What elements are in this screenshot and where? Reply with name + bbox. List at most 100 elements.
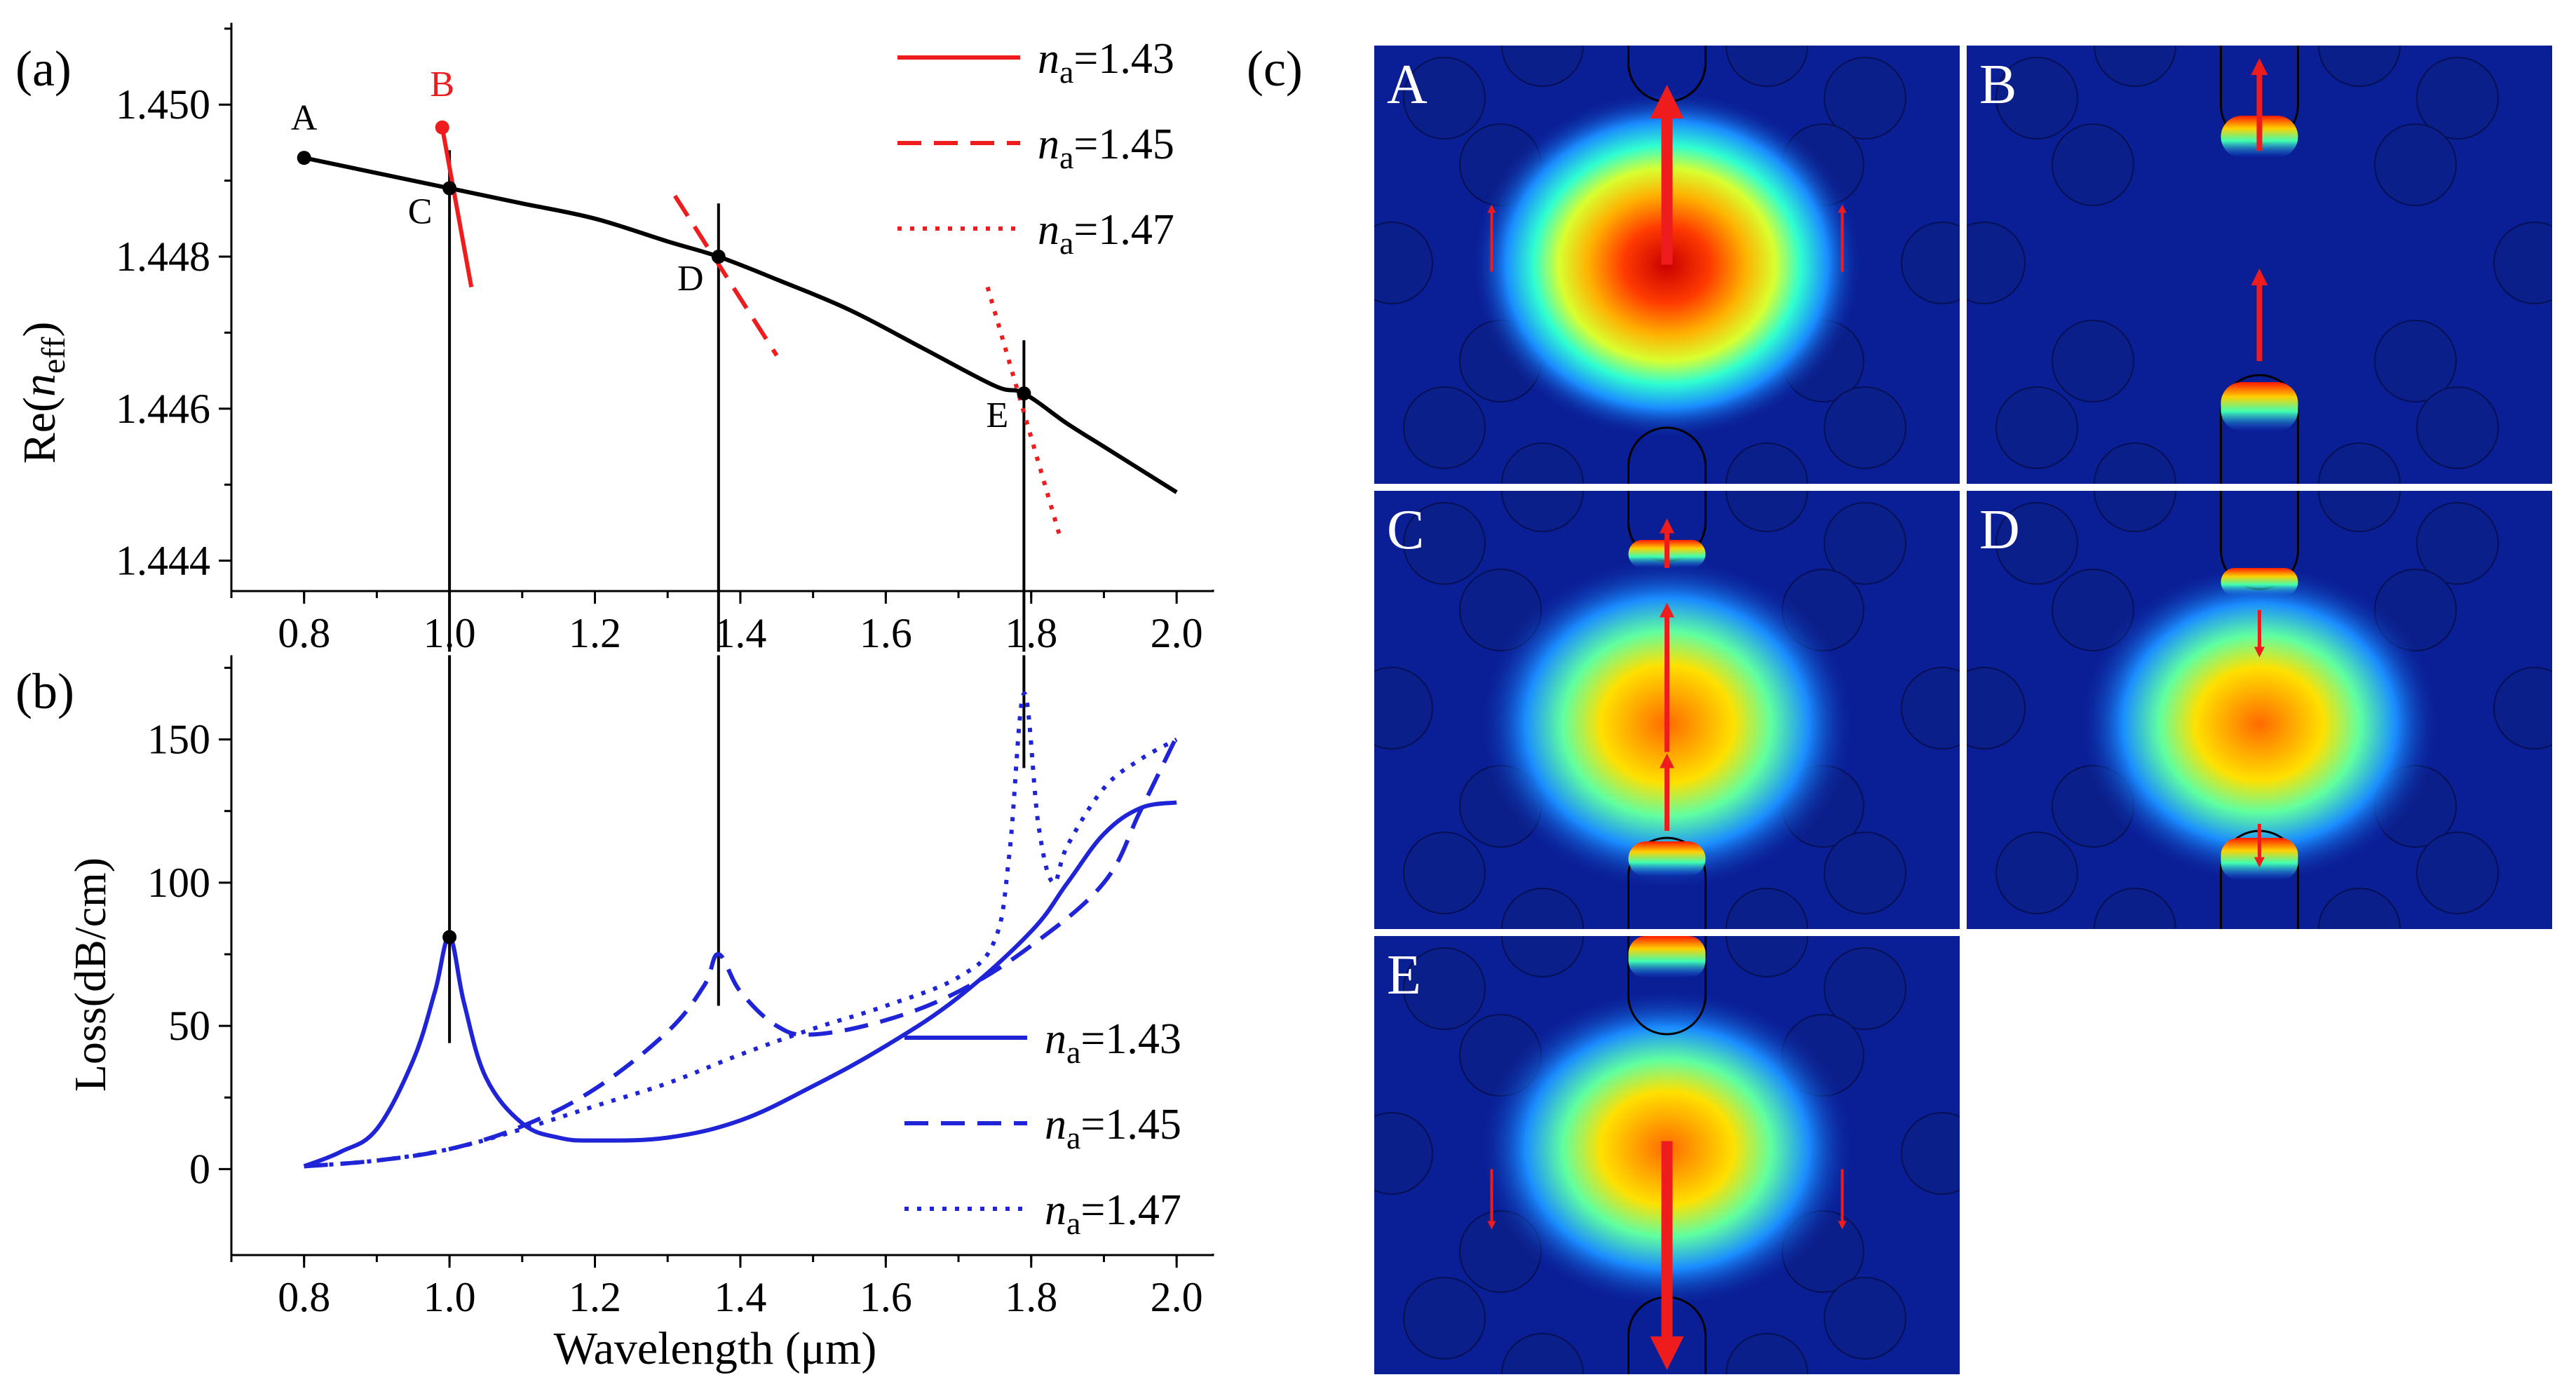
air-hole: [1995, 386, 2078, 469]
point-label-E: E: [986, 395, 1008, 435]
core-mode-field: [2077, 562, 2442, 886]
air-hole: [2318, 46, 2401, 87]
air-hole: [1824, 947, 1906, 1030]
air-hole: [1995, 832, 2078, 914]
air-hole: [1967, 667, 2026, 750]
air-hole: [1403, 386, 1486, 469]
air-hole: [2374, 123, 2457, 206]
air-hole: [2416, 57, 2499, 140]
point-marker-C: [442, 181, 457, 196]
air-hole: [1726, 46, 1808, 87]
air-hole: [1501, 46, 1584, 87]
air-hole: [1824, 57, 1906, 140]
y-tick-label-b: 150: [147, 717, 210, 763]
x-tick-label-b: 1.2: [569, 1274, 621, 1320]
point-marker-E: [1017, 386, 1031, 401]
tile-divider: [1374, 484, 2552, 491]
field-maps: A B C D E: [1374, 46, 2552, 1374]
x-tick-label-a: 0.8: [278, 610, 330, 656]
legend-n: n: [1045, 1186, 1066, 1234]
ylabel-post: ): [14, 322, 65, 337]
air-hole: [1726, 442, 1808, 484]
x-tick-label-b: 1.4: [714, 1274, 766, 1320]
panel-c: (c) A B C D E: [1247, 41, 2552, 1374]
air-hole: [1901, 667, 1960, 750]
panel-b: (b) Loss(dB/cm) Wavelength (μm) 0.8 1.0 1.…: [15, 651, 1215, 1374]
points-a: A B C D E: [291, 65, 1031, 435]
channel-mode-field: [2221, 568, 2298, 596]
field-map-content: [1374, 936, 1960, 1374]
axes-b: 0.8 1.0 1.2 1.4 1.6 1.8 2.0 0 50 100 150: [147, 651, 1215, 1320]
air-hole: [1995, 502, 2078, 585]
y-tick-label-b: 100: [147, 860, 210, 906]
legend-value: =1.47: [1073, 206, 1174, 254]
legend-sub: a: [1059, 54, 1073, 90]
air-hole: [2052, 320, 2134, 402]
point-label-A: A: [291, 98, 318, 138]
channel-mode-field: [1628, 936, 1706, 978]
x-tick-label-a: 1.6: [860, 610, 912, 656]
series-line-a-3: [985, 286, 1063, 538]
air-hole: [1824, 1277, 1906, 1360]
field-map-A: A: [1374, 46, 1960, 484]
air-hole: [1501, 936, 1584, 977]
field-map-D: D: [1967, 491, 2552, 929]
air-hole: [1501, 442, 1584, 484]
series-b: [303, 691, 1179, 1169]
field-map-content: [1374, 491, 1960, 929]
field-map-label: D: [1979, 499, 2020, 561]
air-hole: [1967, 222, 2026, 304]
channel-bottom: [1627, 836, 1707, 929]
air-hole: [1726, 1333, 1808, 1374]
series-line-b-2: [304, 691, 1178, 1169]
air-hole: [1374, 667, 1433, 750]
series-a: [304, 127, 1178, 538]
air-hole: [2094, 491, 2176, 532]
panel-a-ylabel: Re(neff): [14, 322, 72, 464]
legend-label-b-2: na=1.47: [1045, 1186, 1181, 1241]
air-hole: [2318, 442, 2401, 484]
x-tick-label-a: 1.4: [714, 610, 766, 656]
x-tick-label-a: 1.2: [569, 610, 621, 656]
air-hole: [2094, 46, 2176, 87]
legend-n: n: [1045, 1015, 1066, 1063]
legend-label-a-2: na=1.47: [1038, 206, 1174, 261]
air-hole: [2094, 888, 2176, 929]
x-tick-label-b: 0.8: [278, 1274, 330, 1320]
air-hole: [1901, 222, 1960, 304]
legend-sub: a: [1059, 225, 1073, 261]
air-hole: [1374, 1112, 1433, 1195]
series-line-b-0: [303, 800, 1177, 1169]
series-line-a-0: [304, 156, 1178, 494]
channel-mode-field: [1628, 841, 1706, 876]
panel-b-ylabel: Loss(dB/cm): [65, 858, 115, 1092]
air-hole: [1824, 386, 1906, 469]
y-tick-label-b: 50: [168, 1003, 210, 1049]
air-hole: [2052, 123, 2134, 206]
axes-a: 0.8 1.0 1.2 1.4 1.6 1.8 2.01.4441.4461.4481.45…: [116, 19, 1215, 656]
air-hole: [1403, 1277, 1486, 1360]
air-hole: [1374, 222, 1433, 304]
field-map-E: E: [1374, 936, 1960, 1374]
channel-top: [1627, 936, 1707, 1036]
x-tick-label-b: 1.0: [423, 1274, 476, 1320]
field-map-content: [1967, 491, 2552, 929]
loss-peak-marker: [442, 930, 457, 944]
air-hole: [1726, 888, 1808, 929]
ylabel-n: n: [14, 374, 65, 397]
legend-label-b-0: na=1.43: [1045, 1015, 1181, 1070]
y-tick-label-b: 0: [189, 1146, 210, 1192]
legend-value: =1.43: [1080, 1015, 1181, 1063]
x-tick-label-a: 1.8: [1005, 610, 1057, 656]
x-tick-label-a: 2.0: [1151, 610, 1203, 656]
point-label-B: B: [430, 65, 454, 104]
air-hole: [2416, 386, 2499, 469]
legend-n: n: [1038, 206, 1059, 254]
panel-a: (a) Re(neff) 0.8 1.0 1.2 1.4 1.6 1.8 2.01.4441…: [14, 19, 1215, 1043]
x-tick-label-b: 1.6: [860, 1274, 912, 1320]
field-map-label: B: [1979, 54, 2016, 116]
tile-divider: [1374, 929, 2552, 936]
point-marker-D: [711, 250, 726, 264]
